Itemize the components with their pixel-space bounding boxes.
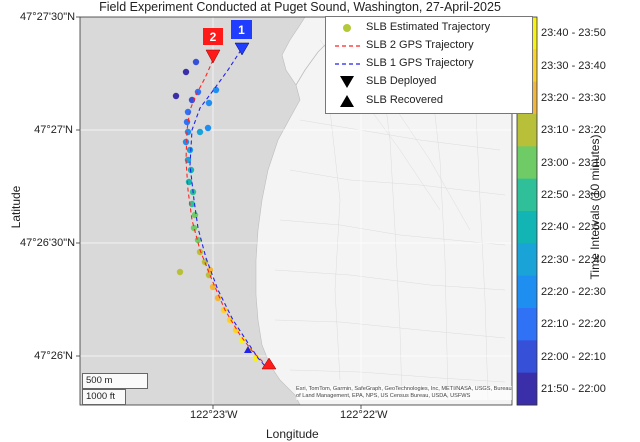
colorbar-tick-label: 23:30 - 23:40 — [541, 59, 606, 72]
trajectory-point — [182, 68, 190, 76]
lat-tick-label: 47°27'N — [34, 124, 73, 136]
slb2-badge-label: 2 — [210, 30, 217, 44]
legend-item: SLB Recovered — [326, 92, 532, 110]
colorbar-segment — [517, 372, 537, 406]
trajectory-point — [212, 86, 220, 94]
slb1-deployed-marker — [234, 42, 250, 56]
lat-tick-label: 47°27'30"N — [20, 11, 76, 23]
map-legend: SLB Estimated Trajectory SLB 2 GPS Traje… — [325, 16, 533, 114]
tick-marks — [76, 16, 362, 409]
figure-title: Field Experiment Conducted at Puget Soun… — [99, 0, 501, 14]
slb2-deployed-marker — [205, 49, 221, 64]
land-area — [255, 17, 512, 405]
legend-item: SLB 2 GPS Trajectory — [335, 39, 474, 51]
trajectory-point — [238, 336, 246, 344]
colorbar-segment — [517, 340, 537, 374]
colorbar-segment — [517, 114, 537, 147]
legend-item: SLB Deployed — [326, 73, 532, 91]
slb1-badge — [231, 20, 252, 39]
trajectory-point — [184, 128, 192, 136]
colorbar-tick-label: 23:40 - 23:50 — [541, 27, 606, 40]
scalebar-metric: 500 m — [82, 373, 148, 389]
colorbar-tick-label: 22:10 - 22:20 — [541, 318, 606, 331]
colorbar-tick-label: 23:00 - 23:10 — [541, 156, 606, 169]
colorbar-segment — [517, 243, 537, 277]
lat-tick-label: 47°26'30"N — [20, 237, 76, 249]
slb2-badge — [203, 28, 223, 45]
trajectory-point — [209, 283, 217, 291]
legend-item: SLB Estimated Trajectory — [326, 19, 532, 37]
trajectory-point — [176, 268, 184, 276]
slb1-gps-trajectory — [189, 49, 266, 367]
colorbar-segment — [517, 308, 537, 341]
trajectory-point — [186, 146, 194, 154]
trajectory-point — [182, 138, 190, 146]
trajectory-point — [172, 92, 180, 100]
colorbar-tick-label: 22:00 - 22:10 — [541, 350, 606, 363]
colorbar-tick-label: 22:50 - 23:00 — [541, 188, 606, 201]
x-axis-title: Longitude — [266, 427, 319, 441]
trajectory-point — [190, 224, 198, 232]
map-attribution: Esri, TomTom, Garmin, SafeGraph, GeoTech… — [296, 386, 512, 400]
slb1-badge-label: 1 — [238, 23, 245, 37]
colorbar-segment — [517, 146, 537, 180]
colorbar-segment — [517, 211, 537, 244]
lat-tick-label: 47°26'N — [34, 350, 73, 362]
trajectory-point — [205, 99, 213, 107]
slb-estimated-trajectory — [172, 58, 260, 362]
trajectory-point — [204, 124, 212, 132]
legend-item: SLB 1 GPS Trajectory — [335, 57, 474, 69]
trajectory-point — [185, 178, 193, 186]
slb1-recovered-marker — [244, 346, 252, 353]
colorbar-tick-label: 23:10 - 23:20 — [541, 124, 606, 137]
trajectory-point — [232, 326, 240, 334]
colorbar-tick-label: 22:40 - 22:50 — [541, 221, 606, 234]
colorbar-segment — [517, 178, 537, 212]
colorbar-tick-label: 22:20 - 22:30 — [541, 285, 606, 298]
colorbar-tick-label: 23:20 - 23:30 — [541, 91, 606, 104]
slb2-gps-trajectory — [185, 59, 264, 363]
lon-tick-label: 122°22'W — [340, 409, 388, 421]
colorbar-tick-label: 22:30 - 22:40 — [541, 253, 606, 266]
trajectory-point — [183, 118, 191, 126]
scalebar-imperial: 1000 ft — [82, 389, 126, 405]
colorbar-title: Time Intervals (10 minutes) — [588, 134, 602, 280]
trajectory-point — [188, 200, 196, 208]
trajectory-point — [196, 248, 204, 256]
trajectory-point — [196, 128, 204, 136]
colorbar-segment — [517, 275, 537, 309]
colorbar-tick-label: 21:50 - 22:00 — [541, 382, 606, 395]
slb2-recovered-marker — [261, 357, 277, 370]
map-frame — [79, 16, 513, 406]
trajectory-point — [220, 306, 228, 314]
trajectory-point — [192, 58, 200, 66]
trajectory-point — [191, 211, 199, 219]
lon-tick-label: 122°23'W — [190, 409, 238, 421]
y-axis-title: Latitude — [9, 185, 23, 229]
